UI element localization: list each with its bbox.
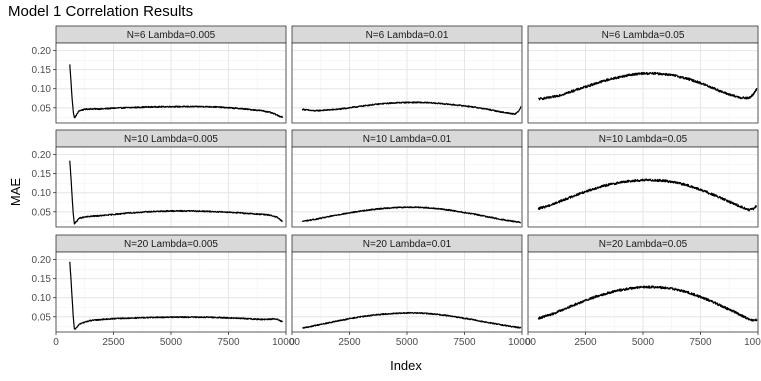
- facet-strip-label: N=20 Lambda=0.005: [124, 239, 218, 250]
- facet-panel: N=20 Lambda=0.05 0 2500 5000 7500 10000: [525, 234, 761, 348]
- x-tick-label: 0: [525, 337, 531, 348]
- x-tick-label: 0: [289, 337, 295, 348]
- facet-strip-label: N=6 Lambda=0.005: [127, 30, 216, 41]
- facet-strip-label: N=10 Lambda=0.05: [599, 134, 688, 145]
- series-line: [537, 285, 758, 322]
- facet-panel: N=6 Lambda=0.05: [527, 25, 759, 124]
- facet-strip-label: N=6 Lambda=0.01: [366, 30, 449, 41]
- series-line: [301, 101, 522, 115]
- y-tick-label: 0.05: [32, 312, 52, 323]
- y-tick-label: 0.15: [32, 169, 52, 180]
- series-line: [538, 71, 758, 101]
- x-tick-label: 7500: [217, 337, 240, 348]
- y-tick-label: 0.20: [32, 46, 52, 57]
- x-tick-label: 2500: [102, 337, 125, 348]
- y-tick-label: 0.20: [32, 255, 52, 266]
- x-axis-label: Index: [390, 358, 422, 373]
- series-line: [537, 178, 758, 212]
- facet-strip-label: N=6 Lambda=0.05: [602, 30, 685, 41]
- x-tick-label: 5000: [396, 337, 419, 348]
- y-tick-label: 0.15: [32, 65, 52, 76]
- facet-panel: N=20 Lambda=0.005 0.05 0.10 0.15 0.20 0 2500 50…: [32, 234, 300, 348]
- facet-panel: N=6 Lambda=0.005 0.05 0.10 0.15 0.20: [32, 25, 287, 124]
- facet-panel-border: [55, 146, 287, 228]
- facet-panel: N=20 Lambda=0.01 0 2500 5000 7500 10000: [289, 234, 536, 348]
- facet-panel-border: [527, 146, 759, 228]
- y-tick-label: 0.05: [32, 207, 52, 218]
- y-tick-label: 0.10: [32, 293, 52, 304]
- y-tick-label: 0.05: [32, 103, 52, 114]
- facet-panel-border: [55, 42, 287, 124]
- facet-panel: N=10 Lambda=0.01: [291, 129, 523, 228]
- series-line: [301, 206, 522, 224]
- facet-panel: N=6 Lambda=0.01: [291, 25, 523, 124]
- series-line: [69, 261, 284, 330]
- facet-strip-label: N=10 Lambda=0.005: [124, 134, 218, 145]
- y-tick-label: 0.10: [32, 188, 52, 199]
- y-tick-label: 0.20: [32, 150, 52, 161]
- x-tick-label: 5000: [632, 337, 655, 348]
- x-tick-label: 7500: [453, 337, 476, 348]
- facet-panel: N=10 Lambda=0.005 0.05 0.10 0.15 0.20: [32, 129, 287, 228]
- facet-panel: N=10 Lambda=0.05: [527, 129, 759, 228]
- x-tick-label: 2500: [338, 337, 361, 348]
- facet-strip-label: N=20 Lambda=0.01: [363, 239, 452, 250]
- x-tick-label: 10000: [508, 337, 536, 348]
- x-tick-label: 10000: [744, 337, 761, 348]
- series-line: [302, 311, 522, 329]
- x-tick-label: 2500: [574, 337, 597, 348]
- y-tick-label: 0.10: [32, 84, 52, 95]
- facet-strip-label: N=20 Lambda=0.05: [599, 239, 688, 250]
- chart-title: Model 1 Correlation Results: [8, 3, 193, 20]
- series-line: [69, 64, 284, 119]
- series-line: [69, 160, 283, 225]
- facet-panel-border: [291, 146, 523, 228]
- facet-panel-border: [527, 42, 759, 124]
- x-tick-label: 10000: [272, 337, 300, 348]
- x-tick-label: 0: [53, 337, 59, 348]
- x-tick-label: 5000: [160, 337, 183, 348]
- x-tick-label: 7500: [689, 337, 712, 348]
- facet-panel-border: [291, 42, 523, 124]
- facet-strip-label: N=10 Lambda=0.01: [363, 134, 452, 145]
- y-tick-label: 0.15: [32, 274, 52, 285]
- y-axis-label: MAE: [8, 178, 23, 207]
